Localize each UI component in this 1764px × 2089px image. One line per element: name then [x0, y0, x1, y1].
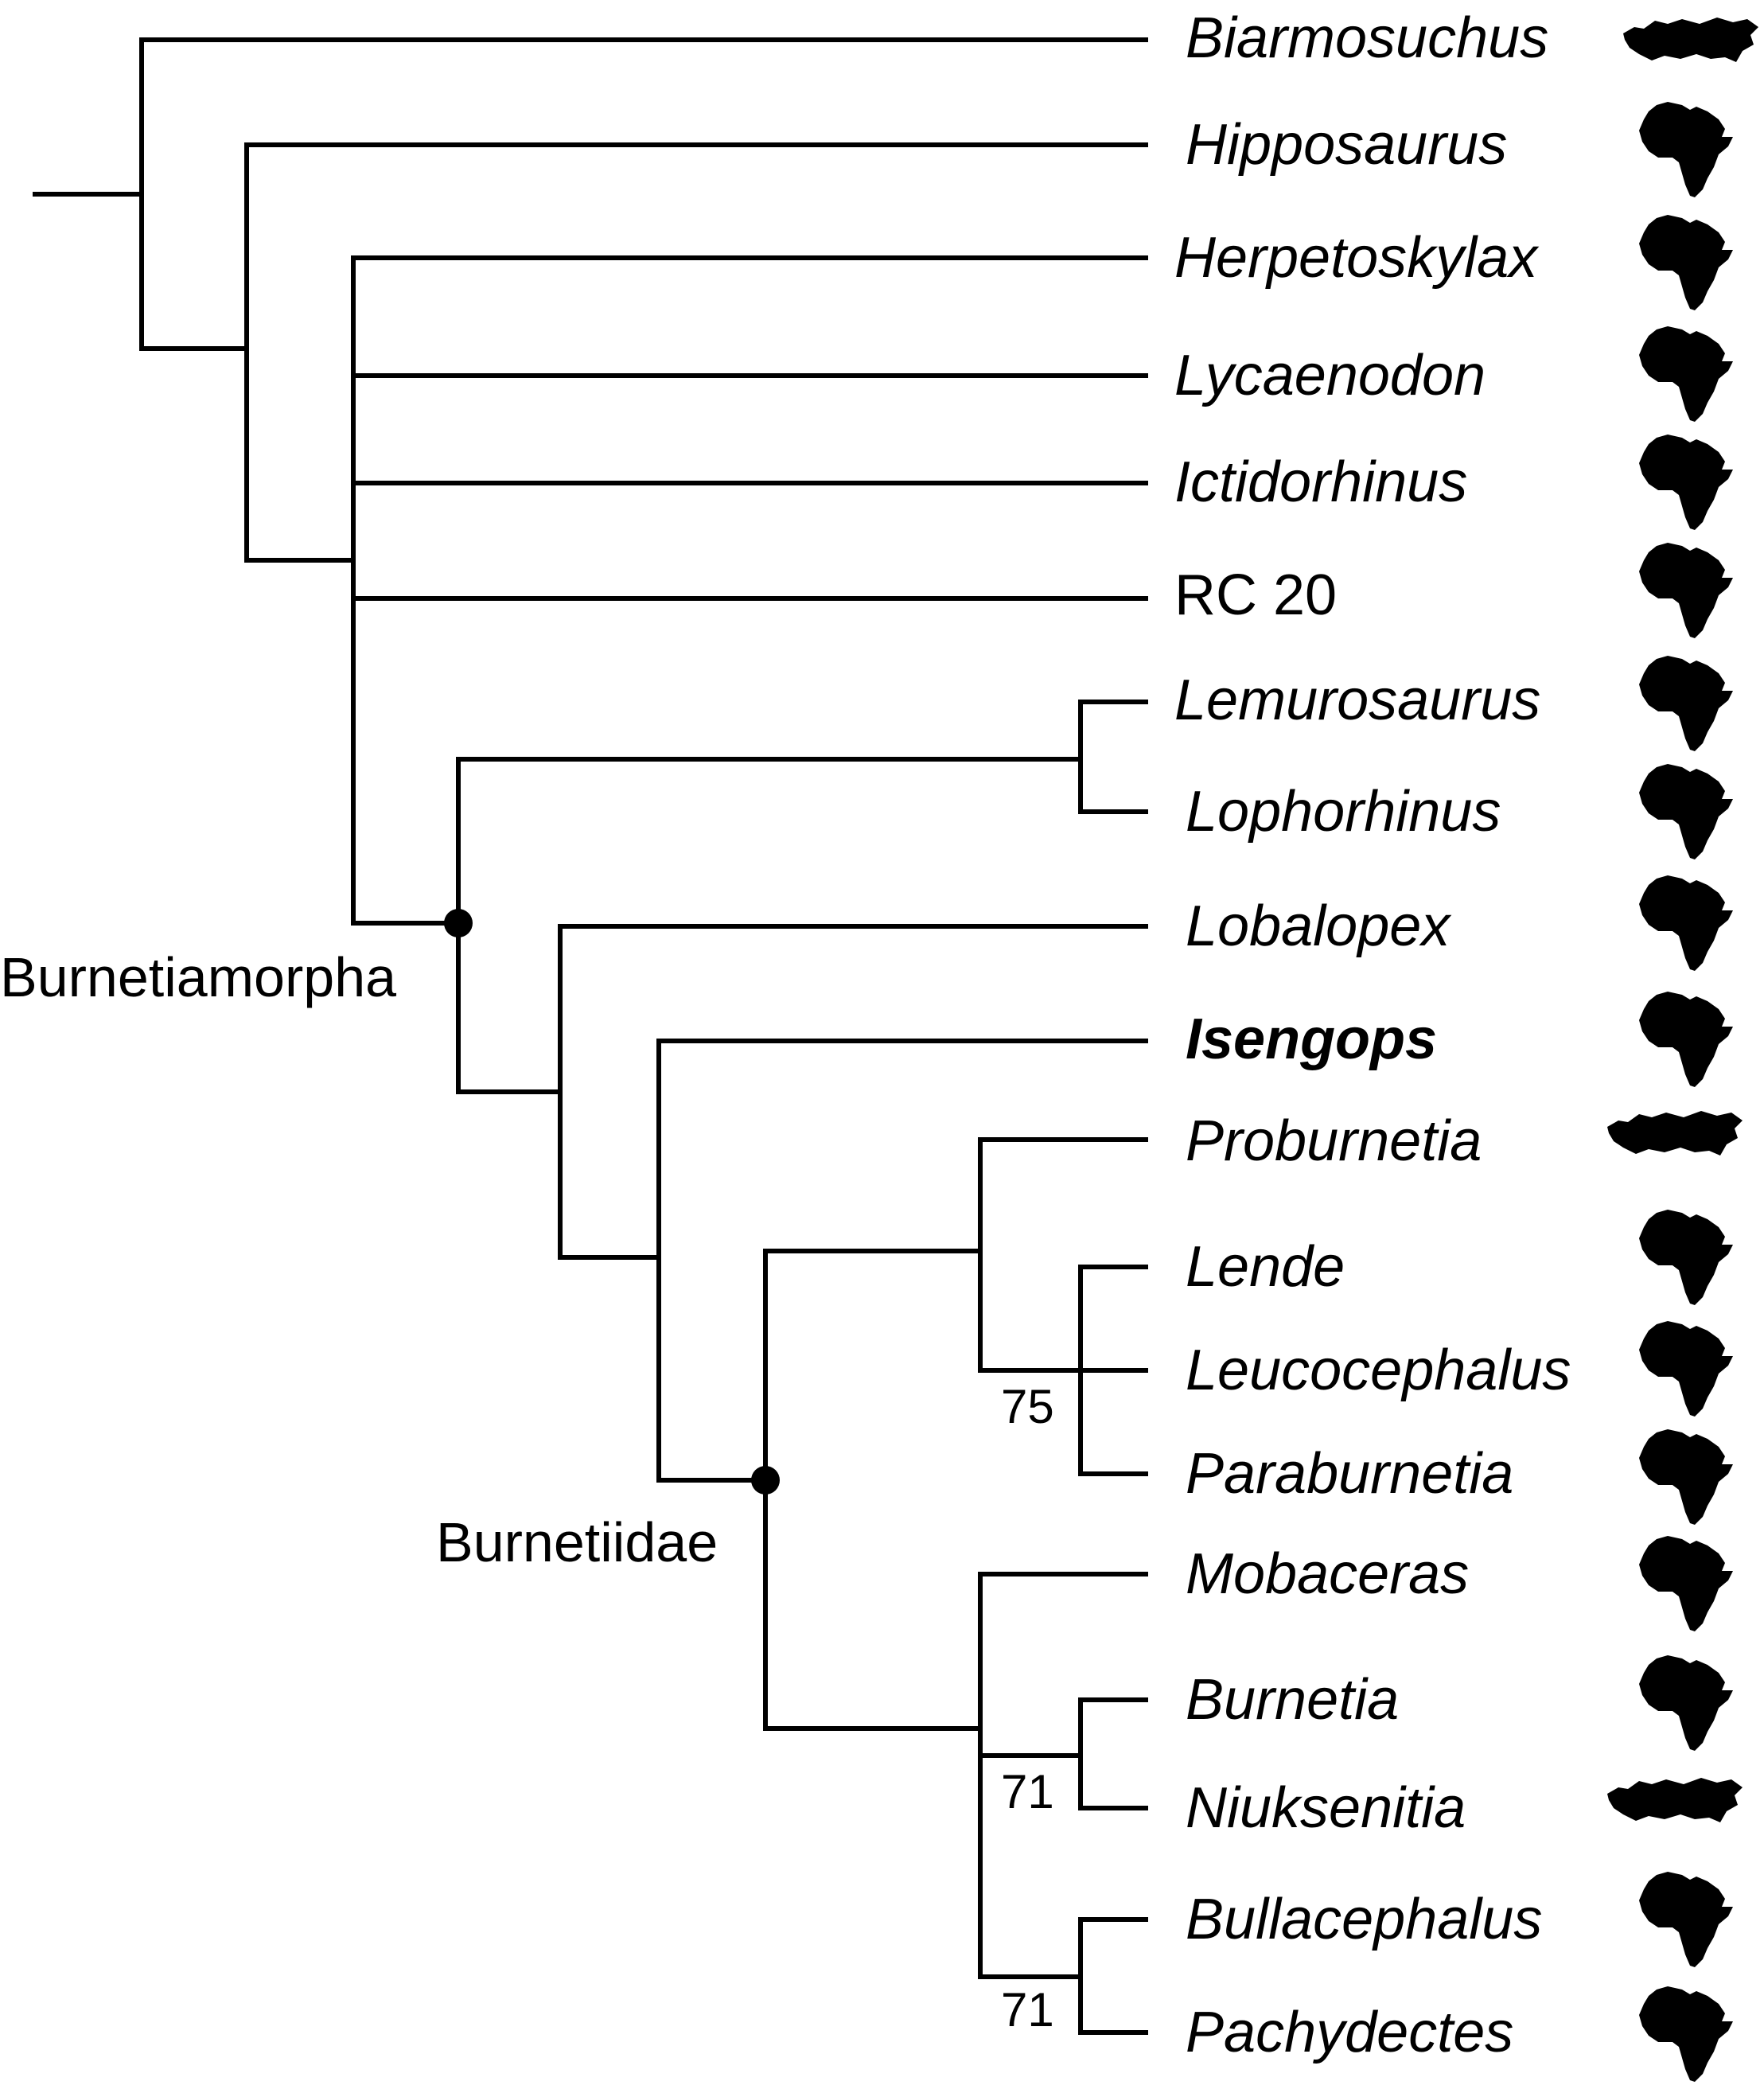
branch-lobalopex-group	[456, 921, 563, 1094]
taxon-label-biarmosuchus: Biarmosuchus	[1186, 6, 1548, 70]
distribution-maps	[1607, 18, 1758, 2082]
taxon-label-pachydectes: Pachydectes	[1186, 2001, 1513, 2064]
africa-map-icon	[1639, 1872, 1733, 1967]
support-value-lende-group: 75	[1001, 1380, 1054, 1433]
tree-branches	[33, 37, 1148, 2035]
branch-biarmosuchus	[139, 37, 1148, 197]
clade-label-burnetiamorpha: Burnetiamorpha	[0, 946, 396, 1008]
branch-hipposaurus-group	[139, 192, 249, 351]
africa-map-icon	[1639, 1321, 1733, 1417]
branch-mobaceras-group	[763, 1478, 983, 1731]
branch-lende-group	[978, 1249, 1083, 1373]
taxon-label-mobaceras: Mobaceras	[1186, 1542, 1469, 1606]
taxon-label-bullacephalus: Bullacephalus	[1186, 1888, 1542, 1951]
taxon-label-burnetia: Burnetia	[1186, 1668, 1399, 1732]
taxon-label-niuksenitia: Niuksenitia	[1186, 1776, 1466, 1840]
branch-pachydectes	[1078, 1974, 1148, 2035]
branch-bullacephalus	[1078, 1917, 1148, 1979]
branch-proburnetia-group	[763, 1249, 983, 1483]
branch-burnetia	[1078, 1697, 1148, 1758]
taxon-label-ictidorhinus: Ictidorhinus	[1174, 450, 1467, 514]
branch-lophorhinus	[1078, 757, 1148, 814]
branch-paraburnetia	[1078, 1368, 1148, 1476]
branch-lemurosaurus	[1078, 700, 1148, 762]
branch-niuksenitia	[1078, 1753, 1148, 1810]
africa-map-icon	[1639, 1210, 1733, 1305]
africa-map-icon	[1639, 215, 1733, 310]
clade-label-burnetiidae: Burnetiidae	[436, 1511, 718, 1573]
support-value-bullacephalus-pachydectes: 71	[1001, 1983, 1054, 2036]
russia-map-icon	[1607, 1111, 1743, 1156]
africa-map-icon	[1639, 543, 1733, 638]
branch-lende	[1078, 1265, 1148, 1373]
taxon-labels: Biarmosuchus Hipposaurus Herpetoskylax L…	[1174, 6, 1571, 2064]
burnetiidae-node-marker	[751, 1466, 780, 1495]
branch-herpetoskylax	[351, 255, 1148, 563]
branch-proburnetia	[978, 1137, 1148, 1253]
branch-isengops-group	[558, 1089, 661, 1260]
branch-burnetiamorpha-stem	[351, 558, 461, 926]
africa-map-icon	[1639, 1536, 1733, 1631]
africa-map-icon	[1639, 102, 1733, 197]
taxon-label-hipposaurus: Hipposaurus	[1186, 113, 1507, 177]
russia-map-icon	[1607, 1778, 1743, 1822]
taxon-label-lycaenodon: Lycaenodon	[1174, 344, 1486, 407]
branch-lobalopex	[558, 924, 1148, 1094]
taxon-label-leucocephalus: Leucocephalus	[1186, 1339, 1571, 1402]
support-value-burnetia-niuksenitia: 71	[1001, 1765, 1054, 1818]
africa-map-icon	[1639, 875, 1733, 971]
branch-bullacephalus-group	[978, 1726, 1083, 1979]
burnetiamorpha-node-marker	[444, 909, 473, 937]
branch-hipposaurus	[244, 142, 1148, 351]
taxon-label-rc20: RC 20	[1174, 563, 1337, 627]
taxon-label-herpetoskylax: Herpetoskylax	[1174, 226, 1540, 290]
taxon-label-lophorhinus: Lophorhinus	[1186, 780, 1501, 844]
russia-map-icon	[1623, 18, 1758, 62]
taxon-label-paraburnetia: Paraburnetia	[1186, 1442, 1513, 1506]
branch-burnetiidae-stem	[656, 1255, 768, 1483]
branch-polytomy	[244, 346, 356, 563]
africa-map-icon	[1639, 1429, 1733, 1525]
taxon-label-lende: Lende	[1186, 1235, 1345, 1299]
taxon-label-lobalopex: Lobalopex	[1186, 894, 1452, 958]
taxon-label-lemurosaurus: Lemurosaurus	[1174, 668, 1540, 732]
africa-map-icon	[1639, 435, 1733, 530]
branch-isengops	[656, 1039, 1148, 1260]
branch-lemurosaurus-group	[456, 757, 1083, 926]
africa-map-icon	[1639, 326, 1733, 422]
africa-map-icon	[1639, 992, 1733, 1087]
branch-mobaceras	[978, 1572, 1148, 1731]
taxon-label-isengops: Isengops	[1186, 1007, 1437, 1071]
taxon-label-proburnetia: Proburnetia	[1186, 1109, 1482, 1173]
africa-map-icon	[1639, 1986, 1733, 2082]
africa-map-icon	[1639, 1655, 1733, 1751]
africa-map-icon	[1639, 764, 1733, 859]
africa-map-icon	[1639, 656, 1733, 751]
